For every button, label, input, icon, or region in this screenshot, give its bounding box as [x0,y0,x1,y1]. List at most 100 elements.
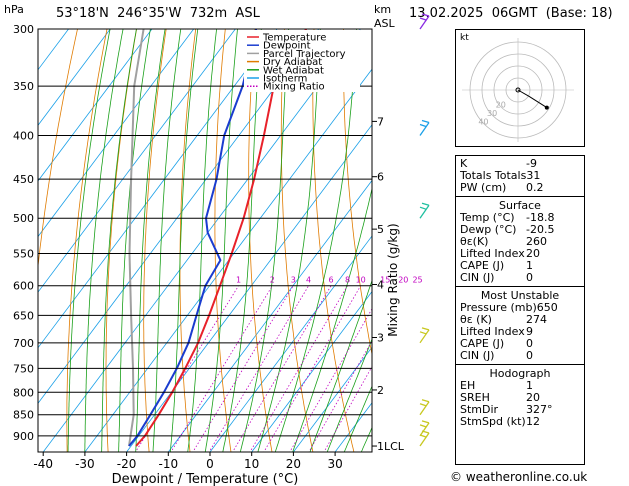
hodograph-ring-label: 20 [496,100,506,109]
table-row-value: -18.8 [526,211,555,224]
table-row-value: 0.2 [526,181,544,194]
hodograph-unit-label: kt [460,33,469,43]
table-row-label: EH [460,379,476,392]
hodograph-ring-label: 40 [478,118,488,127]
mixing-ratio-line [263,285,362,452]
wet-adiabat-line [152,29,182,452]
dry-adiabat-line [105,29,137,452]
legend-box [244,30,360,92]
hodograph-end-dot [544,105,549,110]
isotherm-line [167,179,372,452]
table-row-label: CAPE (J) [460,337,505,350]
copyright-label: © weatheronline.co.uk [450,470,588,484]
table-row: PW (cm) 0.2 [456,182,584,194]
hodograph-ring-label: 30 [487,109,497,118]
pressure-tick-label: 300 [13,23,34,36]
parcel-trajectory-line [128,29,145,447]
hpa-label: hPa [4,3,24,16]
table-section-title: Hodograph [489,367,551,380]
table-section-title: Most Unstable [480,289,560,302]
km-label: km [374,3,392,16]
table-row: SREH 20 [456,392,584,404]
hodograph-origin [515,87,521,93]
wind-barb [419,202,430,219]
legend-label: Wet Adiabat [263,65,324,76]
table-row-value: 0 [526,337,533,350]
table-row-value: 31 [526,169,541,182]
pressure-tick-label: 750 [13,362,34,375]
mixing-ratio-label: 15 [380,276,390,285]
table-row-value: 9 [526,325,533,338]
wet-adiabat-line [204,29,238,452]
table-row: EH 1 [456,380,584,392]
hodograph-trace [517,89,548,109]
pressure-tick-label: 800 [13,386,34,399]
legend-label: Parcel Trajectory [263,49,346,60]
table-row-value: 0 [526,271,533,284]
dry-adiabat-line [38,29,78,270]
table-row: Dewp (°C) -20.5 [456,224,584,236]
x-tick-label: -20 [117,457,137,471]
lcl-label: LCL [384,440,405,453]
wet-adiabat-line [135,29,166,452]
x-axis-label: Dewpoint / Temperature (°C) [112,472,299,486]
mixing-ratio-line [192,285,294,452]
table-separator [456,286,584,287]
pressure-tick-label: 700 [13,337,34,350]
isotherm-line [293,346,372,452]
hodograph-box: kt 20 30 40 [455,29,585,147]
table-row-label: K [460,157,468,170]
mixing-ratio-label: 10 [356,276,366,285]
mixing-ratio-label: 8 [345,276,350,285]
table-row: CIN (J) 0 [456,272,584,284]
table-row: CAPE (J) 0 [456,338,584,350]
table-row-value: 20 [526,247,540,260]
dry-adiabat-line [280,29,314,452]
table-row-value: 260 [526,235,547,248]
table-row: StmSpd (kt) 12 [456,416,584,428]
table-row-value: 274 [526,313,547,326]
x-tick-label: -10 [158,457,178,471]
legend-label: Temperature [262,33,326,44]
km-tick-label: 6 [377,171,384,184]
mixing-ratio-label: 4 [306,276,311,285]
table-row-label: Lifted Index [460,247,525,260]
table-row: K -9 [456,158,584,170]
mixing-ratio-label: 2 [270,276,275,285]
table-row: CAPE (J) 1 [456,260,584,272]
mixing-ratio-label: 1 [236,276,241,285]
isotherm-line [38,29,278,349]
wind-barb [419,13,430,30]
asl-label: ASL [374,17,395,30]
isotherm-line [209,235,372,452]
legend-label: Mixing Ratio [263,82,325,93]
table-row-value: 327° [526,403,553,416]
table-row-label: StmDir [460,403,499,416]
pressure-tick-label: 850 [13,409,34,422]
table-row-value: 1 [526,379,533,392]
table-separator [456,364,584,365]
mixing-ratio-axis-label: Mixing Ratio (g/kg) [386,223,400,336]
dry-adiabat-line [214,29,232,452]
pressure-tick-label: 600 [13,280,34,293]
isotherm-line [38,29,236,293]
table-row: Totals Totals 31 [456,170,584,182]
table-row: CIN (J) 0 [456,350,584,362]
isotherm-line [38,29,320,404]
table-row-label: CIN (J) [460,349,495,362]
km-tick-label: 1 [377,440,384,453]
table-row-value: 20 [526,391,540,404]
table-row: Lifted Index 9 [456,326,584,338]
table-row-value: -20.5 [526,223,555,236]
table-row-label: CAPE (J) [460,259,505,272]
mixing-ratio-label: 20 [398,276,408,285]
table-row-label: Lifted Index [460,325,525,338]
legend-label: Dewpoint [263,41,311,52]
dry-adiabat-line [312,29,355,452]
dry-adiabat-line [580,29,629,460]
mixing-ratio-line [308,339,372,452]
mixing-ratio-label: 25 [412,276,422,285]
table-row-value: 1 [526,259,533,272]
